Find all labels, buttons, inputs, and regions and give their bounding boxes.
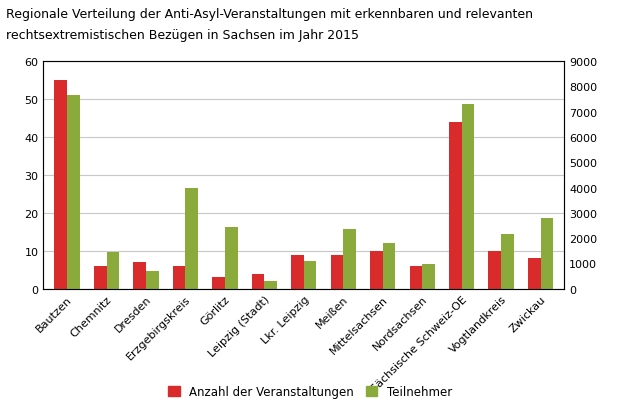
Bar [410,266,422,289]
Bar [185,188,198,289]
Bar [528,259,541,289]
Bar [146,271,159,289]
Bar [264,282,277,289]
Bar [462,105,474,289]
Bar [94,266,107,289]
Bar [343,230,356,289]
Bar [133,263,146,289]
Bar [330,255,343,289]
Bar [225,227,237,289]
Bar [55,81,67,289]
Bar [541,218,553,289]
Bar [370,251,383,289]
Bar [67,96,80,289]
Bar [212,278,225,289]
Bar [422,264,435,289]
Bar [252,274,264,289]
Bar [304,261,316,289]
Bar [501,235,514,289]
Text: rechtsextremistischen Bezügen in Sachsen im Jahr 2015: rechtsextremistischen Bezügen in Sachsen… [6,29,359,42]
Legend: Anzahl der Veranstaltungen, Teilnehmer: Anzahl der Veranstaltungen, Teilnehmer [163,381,457,403]
Bar [107,252,119,289]
Bar [173,266,185,289]
Bar [449,123,462,289]
Bar [291,255,304,289]
Text: Regionale Verteilung der Anti-Asyl-Veranstaltungen mit erkennbaren und relevante: Regionale Verteilung der Anti-Asyl-Veran… [6,8,533,21]
Bar [383,244,396,289]
Bar [489,251,501,289]
